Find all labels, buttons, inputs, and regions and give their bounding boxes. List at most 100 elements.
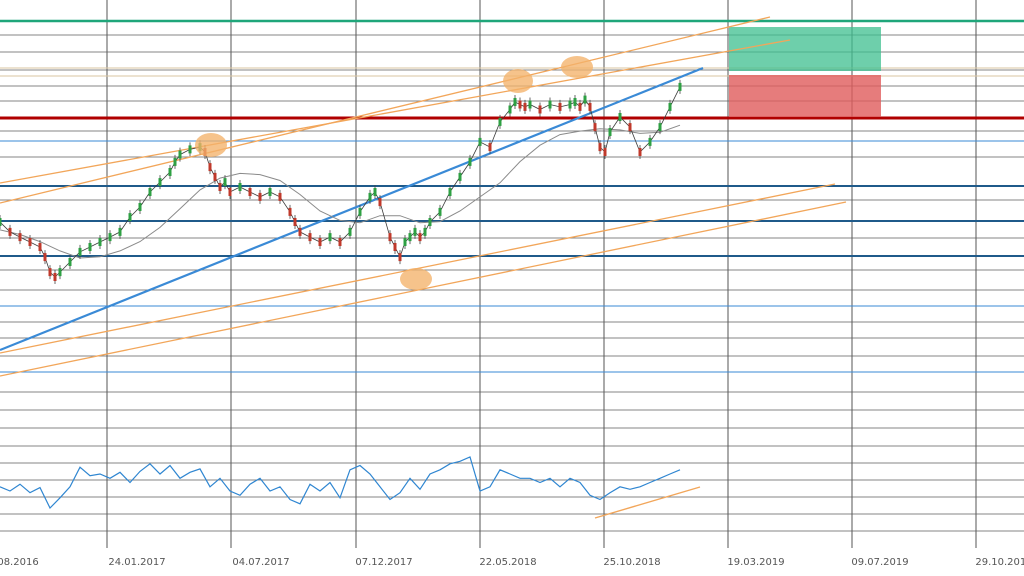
oscillator-trendline bbox=[594, 486, 701, 519]
candle-68 bbox=[538, 105, 542, 114]
candle-43 bbox=[358, 207, 362, 216]
oscillator-line bbox=[0, 456, 681, 510]
candle-32 bbox=[258, 192, 262, 201]
horizontal-gridlines bbox=[0, 34, 1024, 532]
candle-25 bbox=[208, 163, 212, 172]
candle-35 bbox=[288, 207, 292, 216]
candle-33 bbox=[268, 188, 272, 196]
candle-6 bbox=[48, 268, 52, 277]
moving-average-line bbox=[0, 124, 681, 259]
candle-55 bbox=[428, 218, 432, 226]
candle-75 bbox=[588, 102, 592, 111]
candle-66 bbox=[523, 102, 527, 111]
oscillator-layer bbox=[0, 456, 681, 510]
candle-38 bbox=[308, 233, 312, 242]
candle-59 bbox=[468, 157, 472, 166]
candle-0 bbox=[0, 218, 2, 226]
x-tick-label-0: 08.2016 bbox=[0, 557, 39, 568]
price-layer bbox=[0, 79, 682, 284]
target-zone-green bbox=[729, 27, 881, 71]
x-axis-labels: 08.2016 24.01.2017 04.07.2017 07.12.2017 22.… bbox=[0, 557, 1024, 568]
candle-29 bbox=[228, 188, 232, 196]
candle-18 bbox=[158, 178, 162, 187]
candle-64 bbox=[513, 98, 517, 106]
candle-12 bbox=[98, 238, 102, 246]
x-tick-label-2: 04.07.2017 bbox=[232, 557, 289, 568]
x-tick-label-5: 25.10.2018 bbox=[603, 557, 660, 568]
candle-48 bbox=[393, 243, 397, 251]
candle-16 bbox=[138, 203, 142, 211]
candle-40 bbox=[328, 233, 332, 242]
candle-4 bbox=[38, 243, 42, 251]
candle-21 bbox=[178, 150, 182, 159]
candle-56 bbox=[438, 207, 442, 216]
highlight-marker-1 bbox=[400, 268, 432, 290]
highlight-marker-0 bbox=[195, 133, 227, 157]
candle-46 bbox=[378, 198, 382, 207]
candle-37 bbox=[298, 227, 302, 236]
channel-lower-2 bbox=[0, 201, 847, 377]
candle-30 bbox=[238, 183, 242, 191]
candle-65 bbox=[518, 100, 522, 109]
candle-60 bbox=[478, 137, 482, 146]
target-zone-red bbox=[729, 75, 881, 117]
candle-63 bbox=[508, 105, 512, 114]
channel-upper-1 bbox=[0, 16, 771, 204]
candle-82 bbox=[638, 148, 642, 156]
channel-upper-2 bbox=[0, 39, 791, 184]
candle-15 bbox=[128, 213, 132, 222]
candle-61 bbox=[488, 143, 492, 152]
candle-80 bbox=[618, 113, 622, 121]
candle-7 bbox=[53, 273, 57, 281]
candle-73 bbox=[578, 102, 582, 111]
candle-45 bbox=[373, 188, 377, 196]
x-tick-label-1: 24.01.2017 bbox=[108, 557, 165, 568]
candle-62 bbox=[498, 117, 502, 126]
candle-58 bbox=[458, 172, 462, 181]
candle-52 bbox=[413, 227, 417, 236]
candle-8 bbox=[58, 268, 62, 277]
candle-2 bbox=[18, 233, 22, 242]
highlight-markers bbox=[195, 56, 593, 290]
candle-50 bbox=[403, 238, 407, 246]
candle-39 bbox=[318, 238, 322, 246]
candle-36 bbox=[293, 218, 297, 226]
candle-41 bbox=[338, 238, 342, 246]
candle-47 bbox=[388, 233, 392, 242]
candle-49 bbox=[398, 253, 402, 262]
candle-28 bbox=[223, 178, 227, 187]
candle-72 bbox=[573, 98, 577, 106]
x-tick-label-4: 22.05.2018 bbox=[479, 557, 536, 568]
candle-57 bbox=[448, 188, 452, 196]
candle-22 bbox=[188, 145, 192, 154]
target-zones bbox=[729, 27, 881, 117]
candle-78 bbox=[603, 148, 607, 156]
candle-85 bbox=[668, 102, 672, 111]
candle-5 bbox=[43, 253, 47, 262]
candle-74 bbox=[583, 95, 587, 104]
candle-77 bbox=[598, 143, 602, 152]
candle-20 bbox=[173, 157, 177, 166]
candle-1 bbox=[8, 227, 12, 236]
trendline-main bbox=[0, 66, 704, 352]
x-tick-label-8: 29.10.2019 bbox=[975, 557, 1024, 568]
candle-14 bbox=[118, 227, 122, 236]
candle-70 bbox=[558, 102, 562, 111]
candle-26 bbox=[213, 172, 217, 181]
candle-27 bbox=[218, 183, 222, 191]
candle-86 bbox=[678, 82, 682, 91]
highlight-marker-2 bbox=[503, 69, 533, 93]
highlight-marker-3 bbox=[561, 56, 593, 78]
candle-79 bbox=[608, 128, 612, 136]
candle-67 bbox=[528, 100, 532, 109]
candle-84 bbox=[658, 123, 662, 132]
candle-54 bbox=[423, 227, 427, 236]
candle-11 bbox=[88, 243, 92, 251]
candle-3 bbox=[28, 238, 32, 246]
moving-average-layer bbox=[0, 124, 681, 259]
candle-10 bbox=[78, 247, 82, 256]
candle-83 bbox=[648, 137, 652, 146]
x-tick-label-7: 09.07.2019 bbox=[851, 557, 908, 568]
